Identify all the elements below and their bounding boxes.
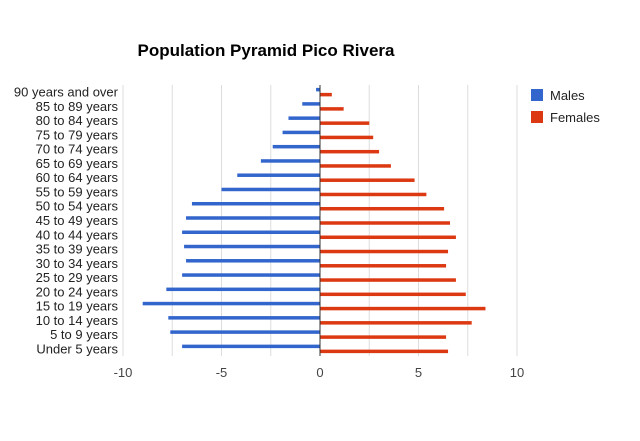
y-tick-label: 85 to 89 years — [36, 99, 119, 114]
bar-females — [320, 349, 449, 354]
y-tick-label: 20 to 24 years — [36, 284, 119, 299]
bar-females — [320, 278, 456, 282]
y-tick-label: 70 to 74 years — [36, 142, 119, 157]
bar-males — [186, 216, 320, 220]
bar-females — [320, 121, 370, 125]
x-tick-label: 5 — [415, 365, 422, 380]
y-tick-label: 50 to 54 years — [36, 199, 119, 214]
bar-females — [320, 92, 332, 97]
y-tick-label: 15 to 19 years — [36, 299, 119, 314]
y-tick-label: 80 to 84 years — [36, 113, 119, 128]
bar-females — [320, 235, 456, 240]
y-tick-label: 35 to 39 years — [36, 242, 119, 257]
y-tick-label: 5 to 9 years — [50, 327, 118, 342]
bar-males — [282, 130, 320, 135]
bar-males — [166, 287, 320, 292]
bar-males — [302, 102, 320, 106]
y-tick-label: 55 to 59 years — [36, 184, 119, 199]
bar-females — [320, 249, 449, 254]
y-tick-label: 10 to 14 years — [36, 313, 119, 328]
bar-males — [182, 273, 320, 277]
bar-females — [320, 221, 451, 225]
y-tick-label: Under 5 years — [36, 341, 118, 356]
bar-males — [237, 173, 320, 177]
bar-males — [260, 159, 320, 163]
bar-males — [316, 87, 320, 92]
y-tick-label: 90 years and over — [14, 85, 119, 100]
y-tick-label: 75 to 79 years — [36, 127, 119, 142]
bar-females — [320, 107, 344, 111]
bar-males — [221, 187, 320, 192]
bar-males — [191, 201, 320, 206]
legend-swatch-females — [531, 111, 543, 123]
bar-females — [320, 178, 415, 182]
bar-males — [182, 344, 320, 349]
y-tick-label: 45 to 49 years — [36, 213, 119, 228]
x-tick-label: -10 — [114, 365, 133, 380]
bar-females — [320, 335, 447, 339]
bar-females — [320, 264, 447, 268]
bar-males — [168, 316, 320, 320]
bar-females — [320, 192, 427, 197]
bar-females — [320, 292, 466, 297]
bar-females — [320, 206, 445, 211]
x-tick-label: 10 — [510, 365, 524, 380]
bar-males — [186, 259, 320, 263]
legend-swatch-males — [531, 89, 543, 101]
y-tick-label: 40 to 44 years — [36, 227, 119, 242]
bar-males — [170, 330, 320, 334]
x-tick-label: -5 — [216, 365, 228, 380]
chart-title: Population Pyramid Pico Rivera — [137, 41, 395, 60]
legend: Males Females — [531, 84, 600, 128]
y-tick-label: 65 to 69 years — [36, 156, 119, 171]
bar-females — [320, 321, 472, 325]
bar-females — [320, 306, 486, 311]
legend-item-males[interactable]: Males — [531, 84, 600, 106]
bar-females — [320, 135, 374, 140]
bar-males — [288, 116, 320, 120]
bar-males — [272, 144, 320, 149]
bar-females — [320, 149, 380, 154]
bar-males — [182, 230, 320, 235]
bar-females — [320, 164, 391, 168]
y-tick-label: 25 to 29 years — [36, 270, 119, 285]
y-tick-label: 60 to 64 years — [36, 170, 119, 185]
legend-label-males: Males — [550, 87, 585, 103]
y-tick-label: 30 to 34 years — [36, 256, 119, 271]
bar-males — [142, 301, 320, 306]
x-tick-label: 0 — [316, 365, 323, 380]
bar-males — [184, 244, 320, 249]
legend-label-females: Females — [550, 109, 600, 125]
legend-item-females[interactable]: Females — [531, 106, 600, 128]
